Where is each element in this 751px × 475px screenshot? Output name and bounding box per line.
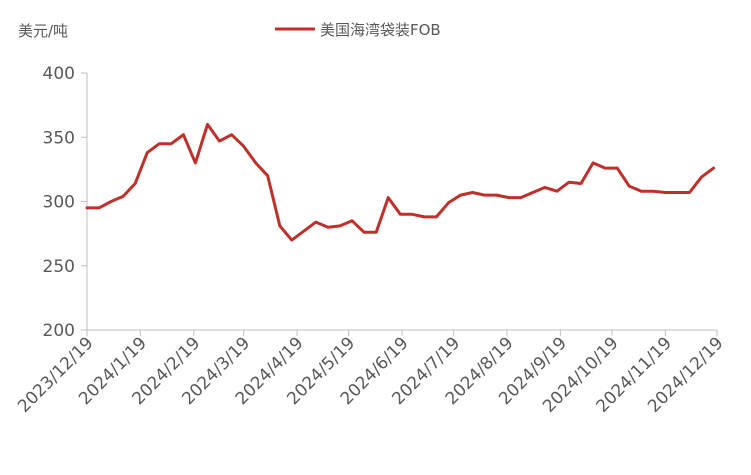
data-point xyxy=(242,145,245,148)
data-point xyxy=(555,190,559,193)
data-point xyxy=(85,206,89,210)
data-point xyxy=(688,191,691,194)
data-point xyxy=(387,196,390,199)
data-point xyxy=(676,191,679,194)
data-point xyxy=(700,175,703,179)
data-point xyxy=(459,193,462,197)
data-point xyxy=(531,191,534,194)
data-point xyxy=(266,174,269,177)
y-axis: 200 250 300 350 400 xyxy=(43,64,88,341)
data-point xyxy=(206,123,209,126)
y-tick-label: 300 xyxy=(43,193,75,213)
data-point xyxy=(411,213,414,216)
data-point xyxy=(519,196,522,199)
data-point xyxy=(435,215,438,219)
data-point xyxy=(591,161,595,165)
data-point xyxy=(362,231,366,234)
data-point xyxy=(314,220,318,224)
data-point xyxy=(543,186,547,189)
data-point xyxy=(121,195,125,198)
data-point xyxy=(230,133,233,136)
data-point xyxy=(290,238,293,242)
data-point xyxy=(652,190,655,193)
y-tick-label: 400 xyxy=(43,64,75,84)
data-point xyxy=(603,166,607,170)
data-point xyxy=(109,200,113,203)
data-point xyxy=(447,201,450,204)
x-axis: 2023/12/192024/1/192024/2/192024/3/19202… xyxy=(14,329,728,417)
y-tick-label: 350 xyxy=(43,128,75,148)
data-point xyxy=(218,139,221,143)
data-point xyxy=(134,182,137,185)
data-point xyxy=(146,151,149,154)
data-point xyxy=(97,206,101,210)
data-point xyxy=(567,181,571,184)
data-point xyxy=(278,224,281,228)
data-point xyxy=(471,191,474,194)
data-point xyxy=(338,224,342,228)
data-point xyxy=(579,182,583,185)
data-point xyxy=(375,231,378,234)
data-point xyxy=(254,161,257,165)
data-point xyxy=(302,229,306,233)
data-point xyxy=(399,213,402,216)
data-point xyxy=(628,184,631,188)
data-point xyxy=(170,142,173,145)
data-point xyxy=(664,191,667,194)
series-line xyxy=(85,122,716,242)
legend-label: 美国海湾袋装FOB xyxy=(320,21,441,39)
data-point xyxy=(326,226,330,229)
data-point xyxy=(616,166,619,170)
data-point xyxy=(483,193,486,197)
y-tick-label: 250 xyxy=(43,257,75,277)
series-layer xyxy=(85,122,716,242)
y-axis-label: 美元/吨 xyxy=(18,22,68,40)
data-point xyxy=(158,142,161,145)
data-point xyxy=(350,219,354,222)
data-point xyxy=(194,161,197,165)
data-point xyxy=(507,196,510,199)
data-point xyxy=(182,133,185,136)
legend: 美国海湾袋装FOB xyxy=(275,21,441,39)
data-point xyxy=(640,190,643,193)
data-point xyxy=(712,166,715,170)
data-point xyxy=(423,215,426,219)
data-point xyxy=(495,193,498,197)
y-tick-label: 200 xyxy=(43,321,75,341)
